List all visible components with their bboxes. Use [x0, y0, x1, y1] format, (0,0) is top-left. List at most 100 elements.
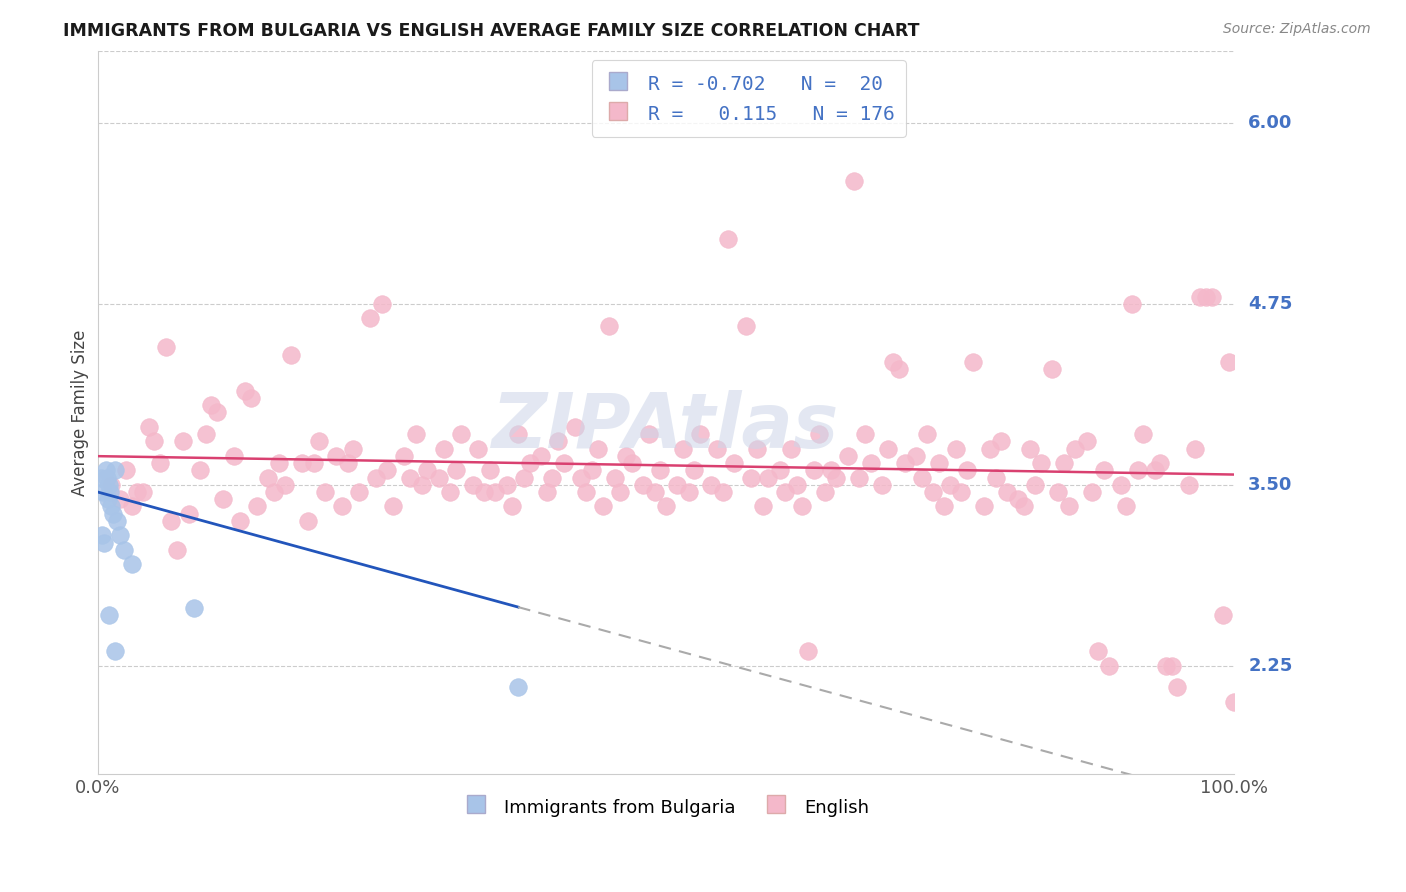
- Point: [235, 384, 257, 398]
- Point: [484, 485, 506, 500]
- Point: [786, 477, 808, 491]
- Point: [461, 477, 484, 491]
- Point: [501, 500, 523, 514]
- Point: [382, 500, 405, 514]
- Point: [1109, 477, 1132, 491]
- Point: [325, 449, 347, 463]
- Point: [91, 528, 114, 542]
- Point: [1201, 290, 1223, 304]
- Point: [814, 485, 837, 500]
- Point: [121, 558, 143, 572]
- Text: 4.75: 4.75: [1249, 295, 1292, 313]
- Point: [911, 470, 934, 484]
- Point: [143, 434, 166, 449]
- Point: [569, 470, 592, 484]
- Point: [1098, 658, 1121, 673]
- Point: [700, 477, 723, 491]
- Point: [110, 528, 132, 542]
- Point: [411, 477, 433, 491]
- Point: [472, 485, 495, 500]
- Point: [1126, 463, 1149, 477]
- Point: [620, 456, 643, 470]
- Point: [291, 456, 314, 470]
- Point: [97, 492, 120, 507]
- Point: [205, 405, 228, 419]
- Point: [240, 391, 263, 405]
- Point: [842, 174, 865, 188]
- Text: 3.50: 3.50: [1249, 475, 1292, 494]
- Point: [450, 427, 472, 442]
- Point: [1223, 695, 1246, 709]
- Point: [745, 442, 768, 456]
- Point: [115, 463, 138, 477]
- Point: [211, 492, 233, 507]
- Point: [104, 644, 127, 658]
- Point: [121, 500, 143, 514]
- Point: [1059, 500, 1081, 514]
- Point: [797, 644, 820, 658]
- Point: [751, 500, 773, 514]
- Point: [917, 427, 939, 442]
- Point: [934, 500, 956, 514]
- Point: [194, 427, 217, 442]
- Point: [825, 470, 848, 484]
- Point: [870, 477, 893, 491]
- Point: [347, 485, 370, 500]
- Point: [100, 500, 122, 514]
- Point: [132, 485, 155, 500]
- Point: [495, 477, 517, 491]
- Point: [650, 463, 672, 477]
- Point: [564, 420, 586, 434]
- Point: [939, 477, 962, 491]
- Point: [513, 470, 536, 484]
- Point: [172, 434, 194, 449]
- Point: [1143, 463, 1166, 477]
- Point: [280, 347, 302, 361]
- Point: [155, 340, 177, 354]
- Point: [508, 681, 530, 695]
- Point: [1189, 290, 1212, 304]
- Point: [1012, 500, 1035, 514]
- Point: [644, 485, 666, 500]
- Point: [127, 485, 149, 500]
- Point: [177, 507, 200, 521]
- Legend: Immigrants from Bulgaria, English: Immigrants from Bulgaria, English: [454, 787, 879, 827]
- Point: [100, 477, 122, 491]
- Point: [837, 449, 859, 463]
- Point: [962, 355, 984, 369]
- Point: [97, 607, 120, 622]
- Point: [160, 514, 183, 528]
- Point: [792, 500, 814, 514]
- Point: [990, 434, 1012, 449]
- Text: 2.25: 2.25: [1249, 657, 1292, 674]
- Point: [246, 500, 269, 514]
- Point: [1184, 442, 1206, 456]
- Point: [359, 311, 381, 326]
- Point: [1160, 658, 1182, 673]
- Point: [257, 470, 280, 484]
- Point: [631, 477, 654, 491]
- Point: [110, 492, 132, 507]
- Point: [508, 427, 530, 442]
- Point: [519, 456, 541, 470]
- Point: [1092, 463, 1115, 477]
- Point: [1018, 442, 1040, 456]
- Point: [200, 398, 222, 412]
- Point: [94, 463, 117, 477]
- Point: [105, 514, 128, 528]
- Point: [848, 470, 870, 484]
- Point: [1029, 456, 1052, 470]
- Point: [274, 477, 297, 491]
- Point: [598, 318, 620, 333]
- Point: [1007, 492, 1029, 507]
- Point: [93, 535, 115, 549]
- Point: [1218, 355, 1240, 369]
- Point: [1076, 434, 1098, 449]
- Point: [228, 514, 250, 528]
- Point: [655, 500, 678, 514]
- Point: [922, 485, 945, 500]
- Point: [302, 456, 325, 470]
- Point: [330, 500, 353, 514]
- Point: [666, 477, 689, 491]
- Point: [536, 485, 558, 500]
